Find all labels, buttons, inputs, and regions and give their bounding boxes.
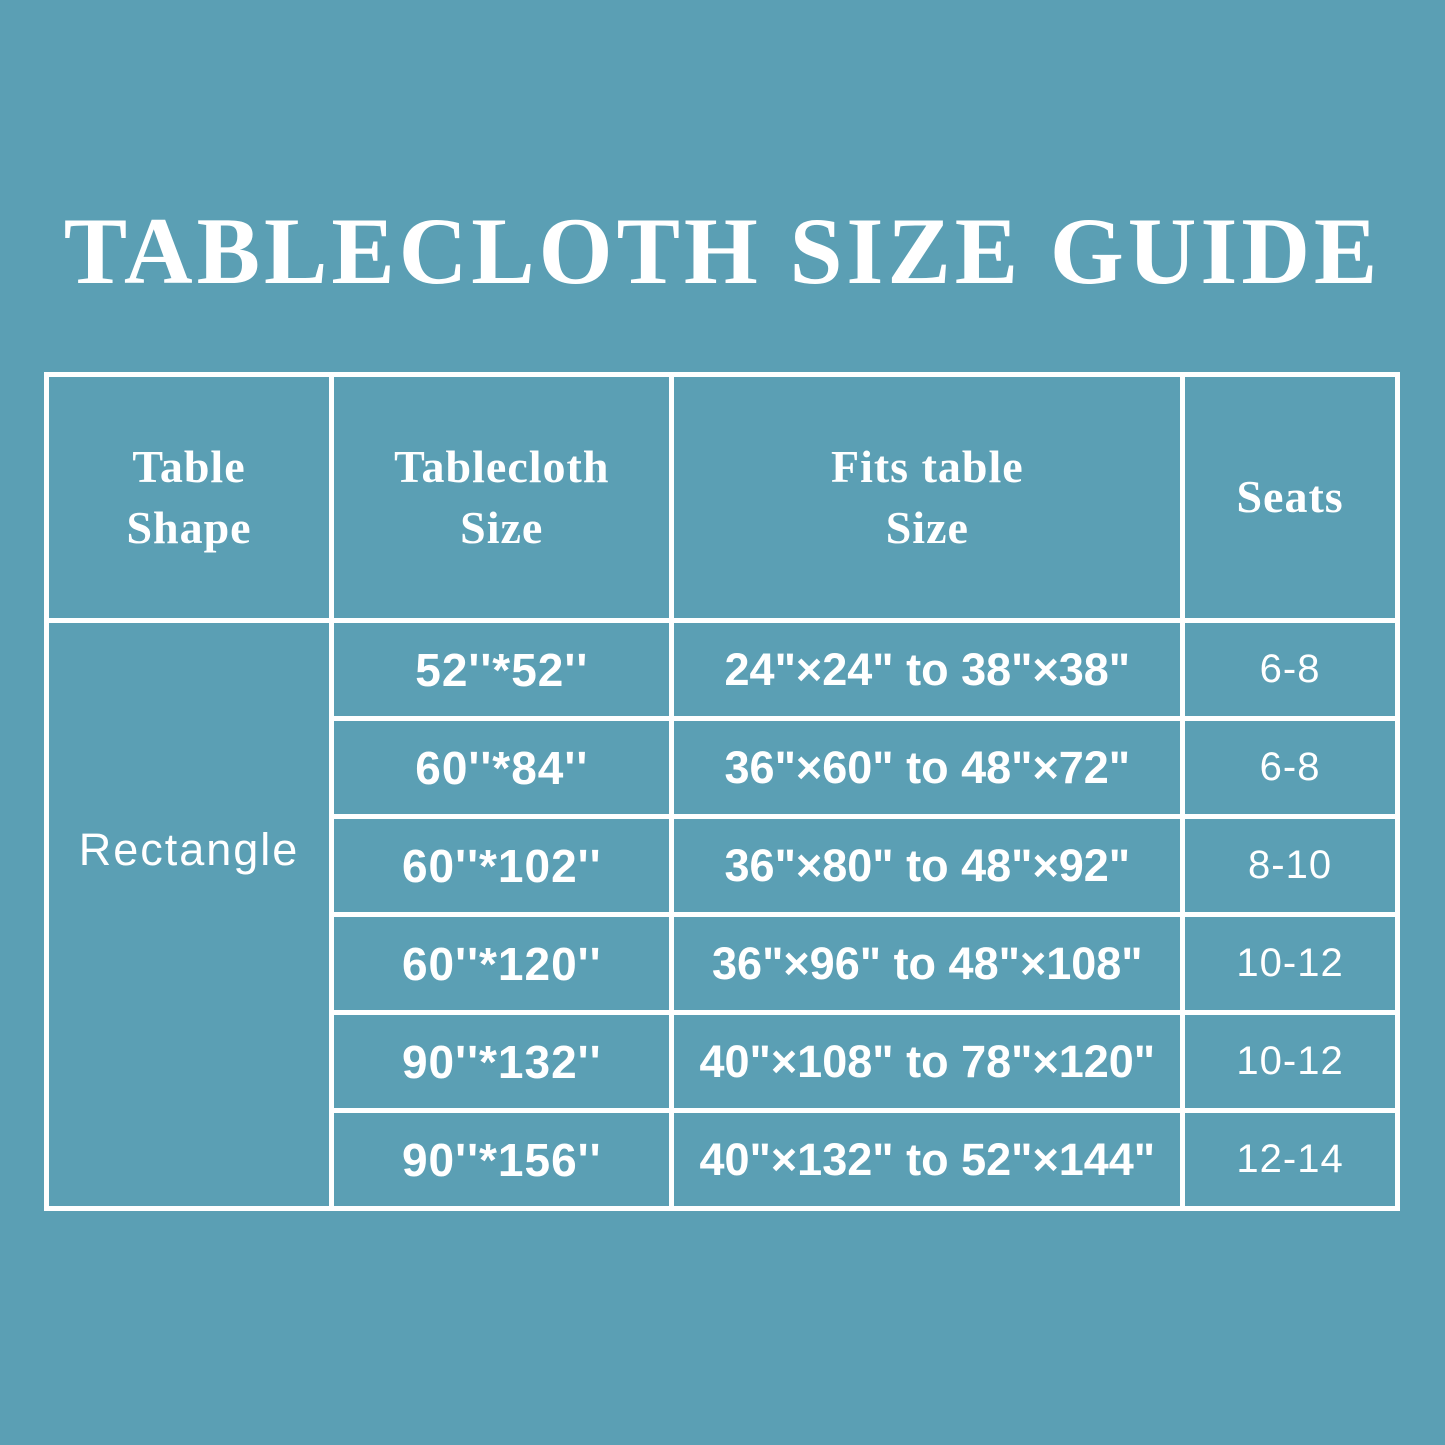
header-fits-table-size: Fits table Size (669, 372, 1186, 623)
tablecloth-size-value: 90''*156'' (329, 1108, 675, 1211)
fits-table-size-value: 36"×80" to 48"×92" (669, 814, 1186, 917)
seats-value: 8-10 (1180, 814, 1400, 917)
seats-value: 6-8 (1180, 716, 1400, 819)
header-fits-table-size-line1: Fits table (830, 440, 1024, 492)
header-table-shape-line1: Table (132, 440, 246, 492)
table-row: 90''*132'' 40"×108" to 78"×120" 10-12 (47, 1010, 1400, 1113)
page-title: TABLECLOTH SIZE GUIDE (63, 198, 1382, 304)
table-row: 60''*120'' 36"×96" to 48"×108" 10-12 (47, 912, 1400, 1015)
header-tablecloth-size: Tablecloth Size (329, 372, 675, 623)
header-table-shape-line2: Shape (126, 501, 252, 553)
header-tablecloth-size-line1: Tablecloth (394, 440, 610, 492)
tablecloth-size-value: 60''*102'' (329, 814, 675, 917)
fits-table-size-value: 24"×24" to 38"×38" (669, 618, 1186, 721)
fits-table-size-value: 36"×60" to 48"×72" (669, 716, 1186, 819)
size-guide-table-container: Table Shape Tablecloth Size Fits table S… (43, 372, 1400, 1211)
table-row: 60''*102'' 36"×80" to 48"×92" 8-10 (47, 814, 1400, 917)
shape-label: Rectangle (78, 823, 300, 875)
header-tablecloth-size-line2: Size (460, 501, 544, 553)
table-row: 90''*156'' 40"×132" to 52"×144" 12-14 (47, 1108, 1400, 1211)
size-guide-table: Table Shape Tablecloth Size Fits table S… (43, 372, 1400, 1211)
header-fits-table-size-line2: Size (885, 501, 969, 553)
fits-table-size-value: 36"×96" to 48"×108" (669, 912, 1186, 1015)
header-table-shape: Table Shape (43, 372, 335, 623)
header-row: Table Shape Tablecloth Size Fits table S… (43, 372, 1400, 623)
table-row: 60''*84'' 36"×60" to 48"×72" 6-8 (47, 716, 1400, 819)
header-seats: Seats (1180, 372, 1400, 623)
seats-value: 10-12 (1180, 1010, 1400, 1113)
tablecloth-size-value: 90''*132'' (329, 1010, 675, 1113)
fits-table-size-value: 40"×132" to 52"×144" (669, 1108, 1186, 1211)
seats-value: 12-14 (1180, 1108, 1400, 1211)
fits-table-size-value: 40"×108" to 78"×120" (669, 1010, 1186, 1113)
shape-cell: Rectangle (43, 618, 335, 1211)
seats-value: 6-8 (1180, 618, 1400, 721)
table-row: Rectangle 52''*52'' 24"×24" to 38"×38" 6… (43, 618, 1400, 1211)
seats-value: 10-12 (1180, 912, 1400, 1015)
tablecloth-size-value: 52''*52'' (329, 618, 675, 721)
tablecloth-size-value: 60''*120'' (329, 912, 675, 1015)
tablecloth-size-value: 60''*84'' (329, 716, 675, 819)
